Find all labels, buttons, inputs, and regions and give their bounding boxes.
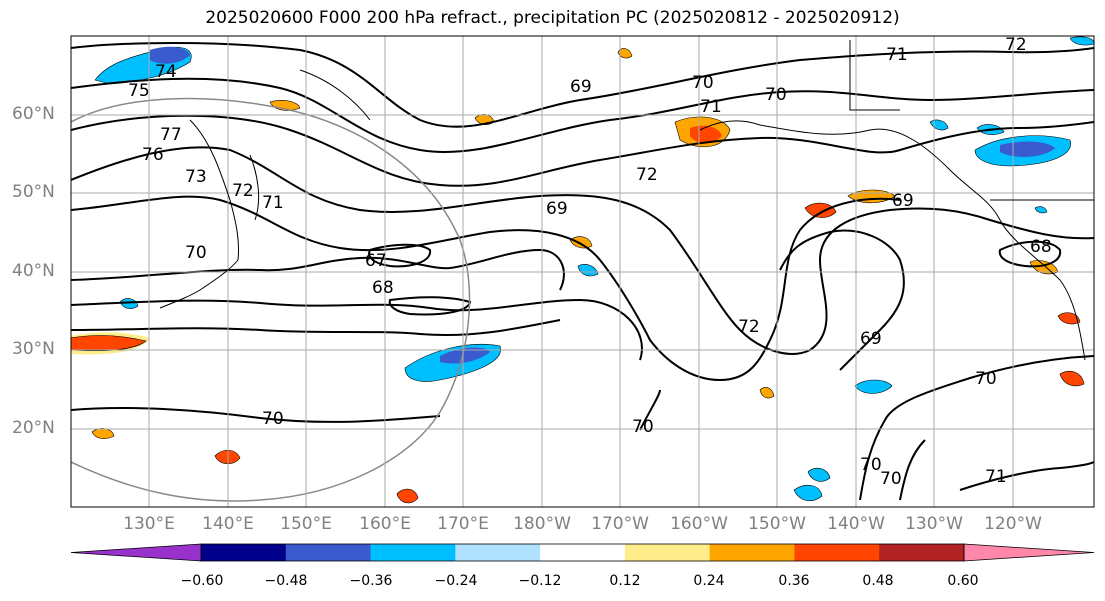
- great-circle-ring: [71, 97, 471, 502]
- lon-label: 120°W: [984, 514, 1042, 534]
- lon-label: 180°W: [513, 514, 571, 534]
- colorbar-outline: [200, 543, 965, 562]
- map-title: 2025020600 F000 200 hPa refract., precip…: [205, 8, 900, 28]
- lat-label: 50°N: [12, 182, 55, 202]
- contour-label: 72: [738, 317, 760, 337]
- lon-label: 150°W: [748, 514, 806, 534]
- contour-label: 70: [975, 369, 997, 389]
- contour-label: 69: [860, 329, 882, 349]
- contour-label: 72: [1005, 35, 1027, 55]
- colorbar-segment: [709, 544, 795, 561]
- lon-label: 130°E: [123, 514, 175, 534]
- lon-label: 130°W: [905, 514, 963, 534]
- colorbar-tick-label: 0.24: [693, 573, 725, 589]
- colorbar-tick-label: 0.48: [862, 573, 894, 589]
- contour-label: 74: [155, 62, 177, 82]
- lon-label: 160°W: [670, 514, 728, 534]
- colorbar-segment: [455, 544, 541, 561]
- colorbar-tick-label: −0.48: [264, 573, 308, 589]
- colorbar-tick-label: −0.12: [518, 573, 562, 589]
- contour-lines: [71, 42, 1094, 501]
- lat-label: 40°N: [12, 261, 55, 281]
- lat-label: 30°N: [12, 339, 55, 359]
- lon-label: 140°W: [827, 514, 885, 534]
- contour-label: 75: [128, 81, 150, 101]
- contour-label: 76: [142, 145, 164, 165]
- contour-label: 68: [372, 278, 394, 298]
- colorbar-segment: [794, 544, 880, 561]
- colorbar-segment: [201, 544, 287, 561]
- colorbar: [70, 543, 1095, 562]
- colorbar-tick-label: −0.24: [434, 573, 478, 589]
- lon-label: 160°E: [359, 514, 411, 534]
- colorbar-tick-label: −0.36: [349, 573, 393, 589]
- colorbar-segment: [285, 544, 372, 561]
- lon-label: 170°E: [437, 514, 489, 534]
- lon-label: 170°W: [591, 514, 649, 534]
- map-frame: [70, 35, 1095, 508]
- contour-label: 67: [365, 251, 387, 271]
- contour-label: 71: [886, 45, 908, 65]
- contour-label: 70: [860, 455, 882, 475]
- colorbar-tick-label: 0.60: [947, 573, 979, 589]
- coastlines: [159, 40, 1094, 361]
- contour-label: 72: [636, 165, 658, 185]
- contour-label: 69: [546, 199, 568, 219]
- contour-label: 70: [765, 85, 787, 105]
- map-area: [71, 36, 1094, 507]
- contour-label: 70: [692, 73, 714, 93]
- lat-label: 20°N: [12, 418, 55, 438]
- contour-label: 71: [262, 193, 284, 213]
- lon-label: 140°E: [202, 514, 254, 534]
- contour-label: 72: [232, 181, 254, 201]
- colorbar-segment: [624, 544, 711, 561]
- graticule: [71, 36, 1094, 507]
- contour-label: 77: [160, 125, 182, 145]
- colorbar-segment: [879, 544, 965, 561]
- colorbar-tick-label: 0.12: [609, 573, 641, 589]
- colorbar-extend-max: [963, 543, 1095, 562]
- lat-label: 60°N: [12, 104, 55, 124]
- colorbar-segment: [540, 544, 626, 561]
- contour-label: 70: [632, 417, 654, 437]
- contour-label-group: 74 75 77 76 73 72 71 70 67 68 69 70 71 7…: [128, 35, 1052, 489]
- colorbar-tick-label: 0.36: [778, 573, 810, 589]
- colorbar-segment: [370, 544, 456, 561]
- contour-label: 70: [262, 409, 284, 429]
- contour-label: 70: [880, 469, 902, 489]
- contour-label: 71: [985, 467, 1007, 487]
- contour-label: 69: [892, 191, 914, 211]
- contour-label: 73: [185, 167, 207, 187]
- lon-label: 150°E: [280, 514, 332, 534]
- contour-label: 68: [1030, 237, 1052, 257]
- contour-label: 70: [185, 243, 207, 263]
- contour-label: 71: [700, 97, 722, 117]
- colorbar-extend-min: [70, 543, 202, 562]
- contour-label: 69: [570, 77, 592, 97]
- precip-cells: [71, 36, 1094, 504]
- colorbar-tick-label: −0.60: [180, 573, 224, 589]
